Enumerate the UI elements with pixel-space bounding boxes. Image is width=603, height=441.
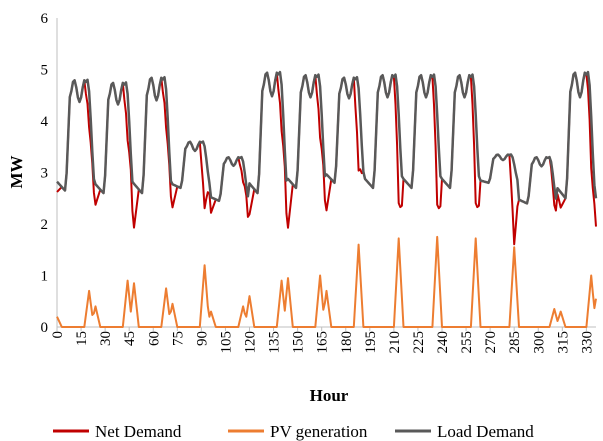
pv-generation-line <box>56 235 597 328</box>
y-tick-label: 4 <box>41 114 49 130</box>
x-tick-label: 75 <box>170 331 186 346</box>
x-tick-label: 180 <box>339 331 355 354</box>
y-tick-label: 5 <box>41 63 49 79</box>
plot-area <box>56 70 598 328</box>
legend-pv-generation-label: PV generation <box>270 422 368 441</box>
load-demand-line <box>56 70 598 205</box>
x-tick-label: 90 <box>194 331 210 346</box>
x-tick-label: 15 <box>74 331 90 346</box>
y-tick-labels: 0 1 2 3 4 5 6 <box>41 11 49 336</box>
x-tick-label: 315 <box>555 331 571 354</box>
y-tick-label: 2 <box>41 217 49 233</box>
x-tick-label: 240 <box>435 331 451 354</box>
x-tick-label: 135 <box>267 331 283 354</box>
x-tick-label: 210 <box>387 331 403 354</box>
x-tick-label: 270 <box>483 331 499 354</box>
y-tick-label: 3 <box>41 166 49 182</box>
x-tick-label: 330 <box>579 331 595 354</box>
x-tick-label: 300 <box>531 331 547 354</box>
x-tick-label: 105 <box>218 331 234 354</box>
x-tick-label: 30 <box>98 331 114 346</box>
y-axis-title: MW <box>7 155 26 188</box>
y-tick-label: 6 <box>41 11 49 27</box>
x-tick-labels: 0 15 30 45 60 75 90 105 120 135 150 165 180 195 210 225… <box>50 327 595 354</box>
x-tick-label: 195 <box>363 331 379 354</box>
legend-load-demand-label: Load Demand <box>437 422 534 441</box>
net-demand-line <box>56 71 597 246</box>
x-tick-label: 255 <box>459 331 475 354</box>
y-tick-label: 1 <box>41 269 49 285</box>
x-tick-label: 120 <box>243 331 259 354</box>
legend-net-demand-label: Net Demand <box>95 422 182 441</box>
x-tick-label: 150 <box>291 331 307 354</box>
x-tick-label: 45 <box>122 331 138 346</box>
x-tick-label: 60 <box>146 331 162 346</box>
y-tick-label: 0 <box>41 320 49 336</box>
x-tick-label: 0 <box>50 331 66 339</box>
legend: Net Demand PV generation Load Demand <box>53 422 534 441</box>
x-tick-label: 225 <box>411 331 427 354</box>
x-axis-title: Hour <box>310 386 349 405</box>
x-tick-label: 165 <box>315 331 331 354</box>
x-tick-label: 285 <box>507 331 523 354</box>
